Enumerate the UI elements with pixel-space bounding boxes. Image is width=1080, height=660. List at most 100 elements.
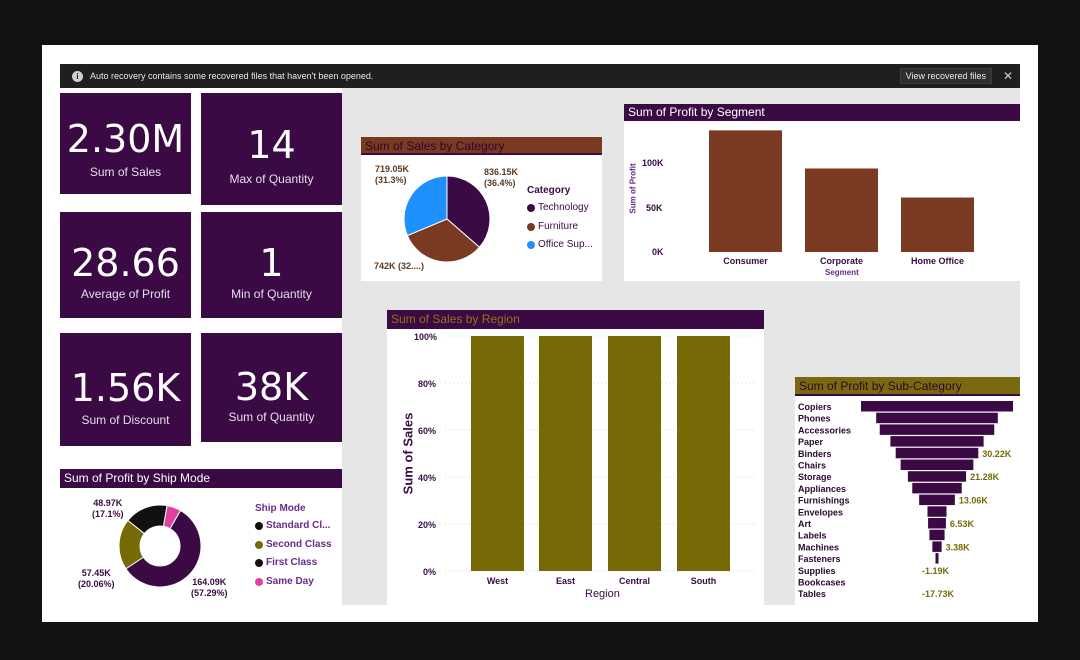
- segment-bar[interactable]: [709, 130, 782, 252]
- category-label: Paper: [798, 437, 824, 447]
- slice-label-furniture: 742K (32....): [374, 261, 425, 271]
- kpi-value: 1.56K: [70, 366, 181, 410]
- segment-bar-chart[interactable]: Sum of Profit by Segment Sum of Profit 1…: [624, 104, 1020, 281]
- legend-label: Same Day: [266, 576, 314, 587]
- subcategory-bar[interactable]: [861, 401, 1013, 412]
- data-label: 21.28K: [970, 472, 1000, 482]
- x-tick-label: South: [691, 576, 717, 586]
- category-label: Furnishings: [798, 496, 850, 506]
- shipmode-donut-chart[interactable]: Sum of Profit by Ship Mode 48.97K (17.1%…: [60, 469, 342, 605]
- view-recovered-files-button[interactable]: View recovered files: [899, 68, 992, 84]
- shipmode-donut-svg: [118, 504, 202, 588]
- x-tick-label: Central: [619, 576, 650, 586]
- category-label: Accessories: [798, 425, 851, 435]
- kpi-label: Sum of Discount: [81, 413, 170, 427]
- x-tick-label: Home Office: [911, 256, 964, 266]
- category-label: Labels: [798, 531, 827, 541]
- subcategory-bar[interactable]: [927, 506, 947, 517]
- category-label: Fasteners: [798, 554, 841, 564]
- slice-pct: (36.4%): [484, 178, 516, 188]
- legend-label: Office Sup...: [538, 239, 593, 250]
- y-tick-label: 40%: [418, 473, 437, 483]
- subcategory-bar[interactable]: [900, 459, 974, 471]
- data-label: -1.19K: [922, 566, 950, 576]
- subcategory-funnel-chart[interactable]: Sum of Profit by Sub-Category Copiers Pho…: [795, 377, 1020, 605]
- region-bar[interactable]: [608, 336, 661, 571]
- slice-pct: (20.06%): [78, 579, 115, 589]
- legend-item-same-day[interactable]: Same Day: [255, 576, 314, 587]
- kpi-label: Sum of Quantity: [228, 410, 315, 424]
- legend-item-technology[interactable]: Technology: [527, 202, 589, 213]
- legend-dot: [255, 521, 263, 530]
- subcategory-bar[interactable]: [929, 529, 945, 541]
- slice-label-technology: 836.15K (36.4%): [484, 167, 518, 189]
- legend-item-first-class[interactable]: First Class: [255, 557, 317, 568]
- subcategory-bar[interactable]: [895, 447, 979, 459]
- legend-item-office-supplies[interactable]: Office Sup...: [527, 239, 593, 250]
- info-icon: i: [72, 70, 83, 82]
- legend-title: Ship Mode: [255, 503, 306, 514]
- category-label: Supplies: [798, 566, 836, 576]
- kpi-label: Max of Quantity: [229, 172, 314, 186]
- legend-label: Standard Cl...: [266, 520, 331, 531]
- slice-pct: (17.1%): [92, 509, 124, 519]
- slice-value: 719.05K: [375, 164, 410, 174]
- y-tick-label: 50K: [646, 203, 663, 213]
- chart-title: Sum of Profit by Sub-Category: [795, 377, 1020, 396]
- category-label: Tables: [798, 589, 826, 599]
- subcategory-bar[interactable]: [932, 541, 942, 552]
- legend-item-second-class[interactable]: Second Class: [255, 539, 332, 550]
- data-label: 13.06K: [959, 496, 989, 506]
- legend-dot: [255, 540, 263, 549]
- category-pie-chart[interactable]: Sum of Sales by Category 719.05K (31.3%)…: [361, 137, 602, 281]
- legend-label: First Class: [266, 557, 318, 568]
- category-label: Binders: [798, 449, 832, 459]
- kpi-value: 14: [247, 123, 296, 167]
- subcategory-bar[interactable]: [912, 482, 962, 494]
- region-bar[interactable]: [677, 336, 730, 571]
- subcategory-bar[interactable]: [876, 412, 998, 424]
- shipmode-donut-slice[interactable]: [162, 505, 182, 530]
- legend-label: Second Class: [266, 539, 332, 550]
- segment-bars-svg: Consumer Corporate Home Office: [709, 130, 974, 266]
- x-axis-title: Segment: [825, 268, 859, 277]
- kpi-card-sum-of-quantity[interactable]: 38K Sum of Quantity: [201, 333, 342, 442]
- segment-bar[interactable]: [805, 168, 878, 252]
- slice-pct: (31.3%): [375, 175, 407, 185]
- recovery-message: Auto recovery contains some recovered fi…: [90, 71, 374, 81]
- kpi-card-max-of-quantity[interactable]: 14 Max of Quantity: [201, 93, 342, 205]
- legend-item-furniture[interactable]: Furniture: [527, 221, 578, 232]
- subcategory-bar[interactable]: [890, 436, 984, 447]
- shipmode-donut-slice[interactable]: [125, 509, 202, 588]
- category-pie-slice[interactable]: [403, 175, 448, 237]
- kpi-card-average-of-profit[interactable]: 28.66 Average of Profit: [60, 212, 191, 318]
- subcategory-bar[interactable]: [928, 518, 946, 529]
- x-tick-label: East: [556, 576, 575, 586]
- x-tick-label: West: [487, 576, 508, 586]
- legend-dot: [527, 203, 535, 212]
- category-pie-slice[interactable]: [406, 218, 481, 263]
- subcategory-bar[interactable]: [935, 553, 939, 564]
- slice-value: 164.09K: [192, 577, 227, 587]
- kpi-value: 1: [259, 241, 284, 285]
- legend-item-standard-class[interactable]: Standard Cl...: [255, 520, 330, 531]
- region-bar[interactable]: [539, 336, 592, 571]
- segment-bar[interactable]: [901, 197, 974, 252]
- region-bar-chart[interactable]: Sum of Sales by Region Sum of Sales 100%…: [387, 310, 764, 605]
- subcategory-bar[interactable]: [879, 424, 995, 435]
- y-tick-label: 100K: [642, 158, 664, 168]
- kpi-card-sum-of-discount[interactable]: 1.56K Sum of Discount: [60, 333, 191, 446]
- category-pie-slice[interactable]: [446, 175, 491, 248]
- data-label: 6.53K: [950, 519, 975, 529]
- recovery-banner: i Auto recovery contains some recovered …: [60, 64, 1020, 88]
- slice-value: 836.15K: [484, 167, 519, 177]
- category-label: Machines: [798, 542, 839, 552]
- subcategory-bar[interactable]: [907, 471, 967, 482]
- chart-title: Sum of Sales by Region: [387, 310, 764, 329]
- kpi-card-min-of-quantity[interactable]: 1 Min of Quantity: [201, 212, 342, 318]
- close-icon[interactable]: ✕: [1002, 69, 1013, 83]
- region-bar[interactable]: [471, 336, 524, 571]
- slice-value: 57.45K: [81, 568, 111, 578]
- kpi-card-sum-of-sales[interactable]: 2.30M Sum of Sales: [60, 93, 191, 194]
- subcategory-bar[interactable]: [919, 494, 955, 506]
